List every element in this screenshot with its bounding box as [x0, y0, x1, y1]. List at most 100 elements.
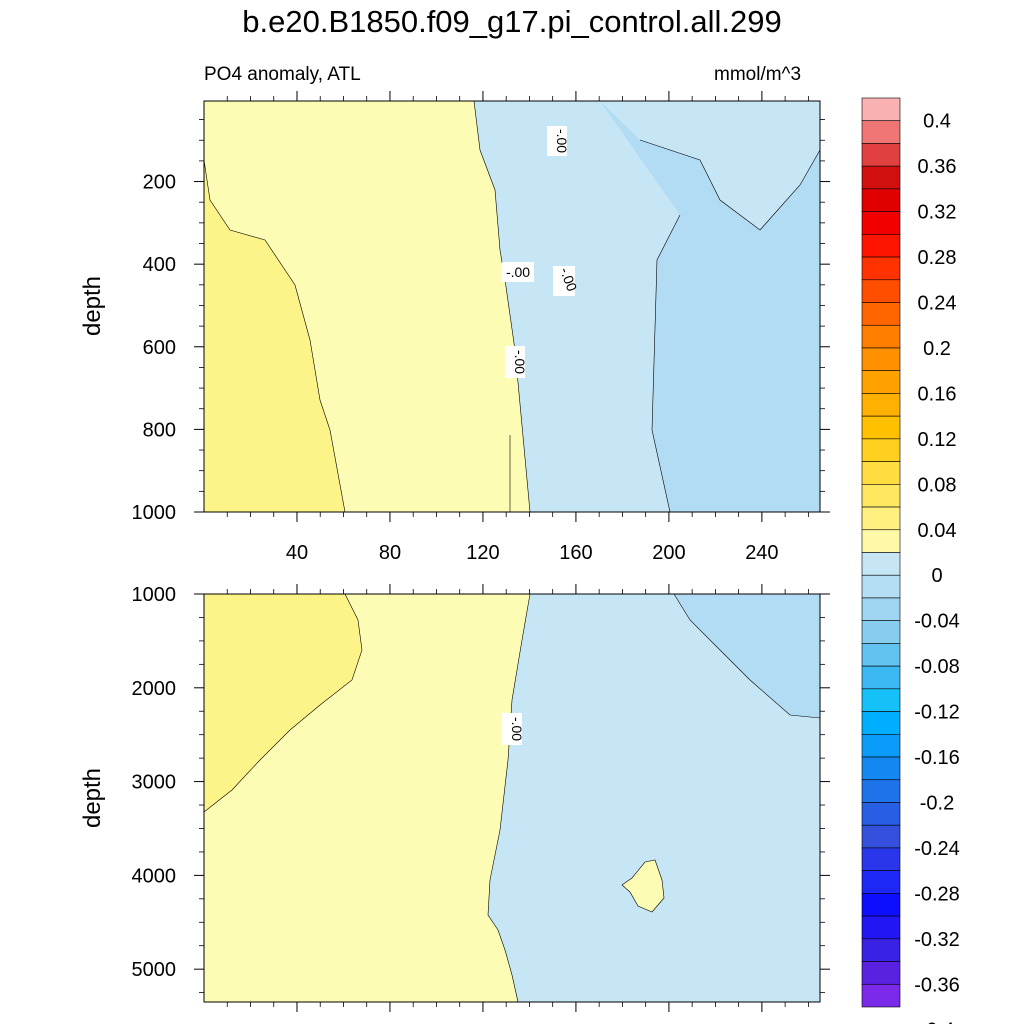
upper-positive-region	[204, 101, 345, 512]
colorbar-swatch	[861, 983, 901, 1008]
y-tick-label: 200	[143, 172, 176, 194]
y-tick-label: 2000	[132, 678, 177, 700]
colorbar-swatch	[861, 165, 901, 190]
contour-label: -.00	[557, 265, 580, 293]
colorbar-label: -0.28	[914, 883, 960, 905]
colorbar-swatch	[861, 211, 901, 235]
colorbar-swatch	[861, 574, 901, 599]
upper-contour-negative	[639, 139, 821, 513]
colorbar-swatch	[861, 234, 901, 258]
x-tick-label: 240	[745, 542, 778, 564]
x-tick-label: 120	[466, 542, 499, 564]
colorbar-swatch	[861, 620, 901, 644]
y-tick-label: 4000	[132, 865, 177, 887]
lower-y-ticks: 1000 2000 3000 4000 5000	[132, 584, 830, 994]
colorbar-swatch	[861, 438, 901, 462]
lower-negative-region	[488, 594, 820, 1002]
x-tick-label: 160	[559, 542, 592, 564]
lower-contour-negative	[673, 593, 821, 719]
colorbar-swatch	[861, 529, 901, 553]
colorbar-label: -0.12	[914, 702, 960, 724]
lower-x-ticks	[226, 584, 809, 1012]
lower-panel: 1000 2000 3000 4000 5000 depth -.00	[79, 584, 830, 1012]
colorbar-label: 0	[931, 565, 942, 587]
colorbar-label: 0.04	[918, 520, 957, 542]
lower-positive-region	[204, 594, 362, 812]
colorbar-swatch	[861, 802, 901, 826]
colorbar-label: 0.4	[923, 111, 951, 133]
colorbar-swatch	[861, 461, 901, 485]
units-label: mmol/m^3	[714, 64, 802, 85]
colorbar-label: 0.16	[918, 383, 957, 405]
colorbar-label: 0.12	[918, 429, 957, 451]
colorbar-swatch	[861, 415, 901, 440]
colorbar-swatch	[861, 779, 901, 803]
y-tick-label: 5000	[132, 959, 177, 981]
y-tick-label: 1000	[132, 584, 177, 606]
colorbar-swatch	[861, 302, 901, 326]
contour-label: -.00	[509, 717, 525, 741]
colorbar-swatch	[861, 97, 901, 122]
lower-zero-contour	[487, 593, 531, 1003]
colorbar-swatch	[861, 824, 901, 849]
lower-positive-island	[622, 860, 664, 912]
colorbar-swatch	[861, 324, 901, 349]
upper-contour-labels: -.00 -.00 -.00 -.00	[502, 126, 580, 378]
colorbar-swatch	[861, 552, 901, 576]
colorbar-swatch	[861, 506, 901, 531]
colorbar-swatch	[861, 665, 901, 690]
upper-contour-positive	[203, 159, 346, 513]
upper-frame	[203, 100, 821, 513]
colorbar-swatch	[861, 370, 901, 394]
colorbar-swatch	[861, 688, 901, 712]
colorbar-swatch	[861, 256, 901, 281]
colorbar-swatch	[861, 915, 901, 940]
colorbar-label: -0.16	[914, 747, 960, 769]
x-tick-label: 200	[652, 542, 685, 564]
colorbar-label: 0.32	[918, 202, 957, 224]
colorbar-swatch	[861, 938, 901, 962]
colorbar-label: -0.04	[914, 611, 960, 633]
colorbar-swatch	[861, 711, 901, 735]
lower-contour-positive	[203, 593, 363, 813]
colorbar-swatch	[861, 484, 901, 508]
upper-y-axis-label: depth	[79, 276, 106, 336]
colorbar-label: -0.32	[914, 929, 960, 951]
x-tick-label: 40	[286, 542, 308, 564]
colorbar-swatch	[861, 393, 901, 417]
lower-contour-labels: -.00	[502, 713, 525, 745]
lower-island-contour	[621, 859, 665, 913]
upper-y-ticks: 200 400 600 800 1000	[132, 119, 830, 524]
contour-label: -.00	[554, 129, 570, 153]
y-tick-label: 400	[143, 254, 176, 276]
upper-stronger-negative-region	[600, 101, 820, 512]
y-tick-label: 1000	[132, 502, 177, 524]
y-tick-label: 600	[143, 337, 176, 359]
colorbar-swatch	[861, 347, 901, 372]
colorbar-swatch	[861, 733, 901, 758]
colorbar-swatch	[861, 847, 901, 871]
lower-y-axis-label: depth	[79, 768, 106, 828]
colorbar-label: -0.08	[914, 656, 960, 678]
y-tick-label: 800	[143, 419, 176, 441]
x-tick-label: 80	[379, 542, 401, 564]
y-tick-label: 3000	[132, 772, 177, 794]
colorbar-swatch	[861, 279, 901, 303]
colorbar-label: -0.4	[920, 1020, 954, 1024]
colorbar-swatch	[861, 756, 901, 781]
colorbar-label: -0.24	[914, 838, 960, 860]
colorbar-label: 0.36	[918, 156, 957, 178]
colorbar-label: 0.2	[923, 338, 951, 360]
upper-x-ticks: 40 80 120 160 200 240	[226, 91, 809, 564]
contour-label: -.00	[512, 350, 528, 374]
lower-frame	[203, 593, 821, 1003]
colorbar-swatch	[861, 143, 901, 167]
colorbar-label: -0.36	[914, 974, 960, 996]
colorbar-label: -0.2	[920, 792, 954, 814]
colorbar-swatch	[861, 120, 901, 144]
colorbar-swatch	[861, 597, 901, 621]
colorbar-swatch	[861, 961, 901, 985]
colorbar-label: 0.24	[918, 293, 957, 315]
